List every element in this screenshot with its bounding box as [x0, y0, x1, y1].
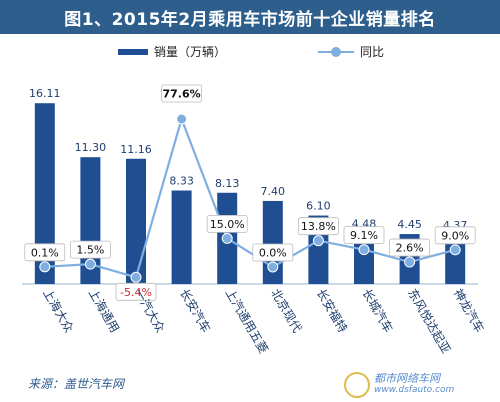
legend-label-sales: 销量（万辆）	[154, 45, 227, 59]
legend-item-sales: 销量（万辆）	[118, 43, 226, 60]
yoy-label-box	[161, 84, 203, 103]
yoy-label-box	[206, 214, 248, 233]
bar-sales	[126, 158, 146, 284]
legend-label-yoy: 同比	[360, 45, 385, 59]
source-note: 来源：盖世汽车网	[28, 377, 125, 391]
yoy-label-box	[343, 226, 385, 245]
yoy-value-label: 9.0%	[441, 229, 469, 242]
yoy-value-label: 13.8%	[301, 220, 336, 233]
yoy-value-label: 15.0%	[210, 218, 245, 231]
bar-sales	[171, 190, 192, 284]
x-tick-label: 北京现代	[268, 287, 304, 336]
watermark-text: 都市网络车网	[374, 372, 440, 385]
yoy-value-label: 0.0%	[259, 247, 287, 260]
x-tick-label: 上海大众	[40, 286, 77, 335]
x-tick-label: 长安福特	[314, 286, 351, 335]
watermark-url: www.dsfauto.com	[374, 385, 455, 395]
point-yoy	[267, 261, 279, 273]
x-tick-label: 长城汽车	[359, 286, 396, 335]
x-tick-label: 长安汽车	[177, 286, 214, 335]
point-yoy	[312, 235, 324, 247]
legend-item-yoy: 同比	[318, 43, 384, 60]
point-yoy	[404, 256, 416, 268]
bar-value-label: 6.10	[306, 200, 331, 213]
yoy-value-label: 0.1%	[31, 246, 59, 259]
bar-value-label: 16.11	[29, 87, 61, 100]
point-yoy	[130, 271, 142, 283]
chart-area: 16.11 11.30 11.16 8.33 8.13 7.40 6.10 4.48 4.45 4…	[0, 60, 500, 376]
yoy-value-label: -5.4%	[120, 286, 152, 299]
yoy-label-box	[70, 240, 111, 259]
bar-value-label: 7.40	[261, 185, 286, 198]
bar-value-label: 11.16	[120, 143, 152, 156]
x-tick-label: 上汽通用五菱	[223, 286, 272, 356]
legend-line-yoy	[318, 46, 354, 57]
legend: 销量（万辆） 同比	[118, 43, 500, 61]
legend-dot-yoy	[331, 46, 341, 57]
point-yoy	[221, 232, 233, 244]
point-yoy	[358, 244, 370, 256]
yoy-value-label: 77.6%	[163, 88, 201, 101]
watermark: 都市网络车网 www.dsfauto.com	[344, 370, 492, 400]
yoy-label-box	[297, 217, 339, 236]
yoy-value-label: 1.5%	[76, 244, 104, 257]
chart-title: 图1、2015年2月乘用车市场前十企业销量排名	[0, 0, 500, 34]
yoy-label-box	[115, 282, 157, 301]
x-tick-label: 东风悦达起亚	[405, 287, 453, 356]
point-yoy	[449, 244, 461, 256]
watermark-logo-icon	[344, 372, 370, 398]
yoy-label-box	[434, 226, 476, 245]
legend-swatch-sales	[118, 48, 148, 55]
bar-value-label: 8.13	[215, 177, 240, 190]
point-yoy	[176, 113, 188, 125]
yoy-value-label: 9.1%	[350, 229, 378, 242]
bar-sales	[445, 234, 466, 284]
bar-value-label: 8.33	[169, 175, 194, 188]
bar-sales	[354, 233, 374, 284]
bar-value-label: 4.45	[397, 218, 422, 231]
line-yoy	[44, 115, 456, 279]
yoy-value-label: 2.6%	[396, 242, 424, 255]
bar-value-label: 11.30	[75, 141, 107, 154]
x-tick-label: 神龙汽车	[451, 286, 488, 335]
bar-sales	[34, 103, 55, 285]
yoy-label-box	[252, 243, 294, 262]
point-yoy	[39, 261, 51, 273]
yoy-label-box	[24, 243, 66, 262]
yoy-label-box	[389, 238, 431, 257]
point-yoy	[84, 258, 96, 270]
